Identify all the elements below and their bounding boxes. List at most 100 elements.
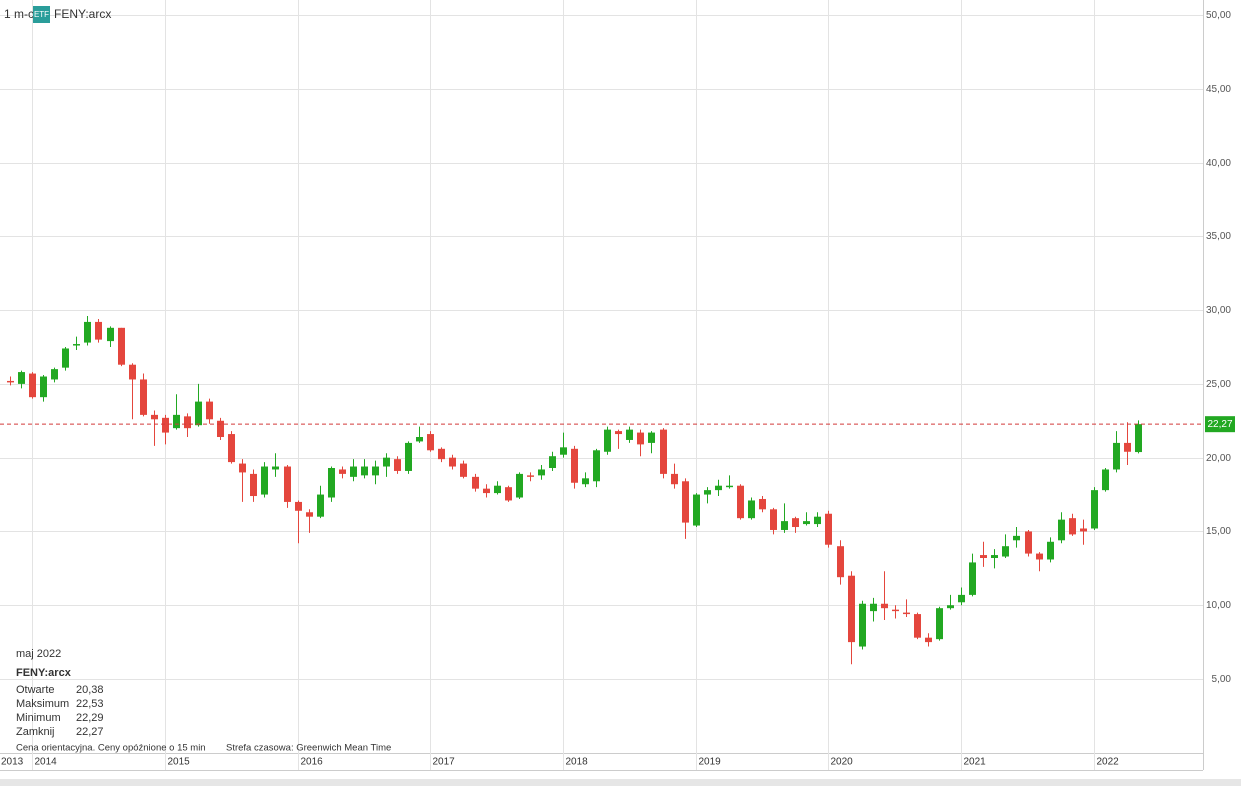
- candle-body: [660, 429, 667, 474]
- candle-body: [118, 327, 125, 365]
- info-label: Maksimum: [16, 698, 69, 710]
- candle-body: [980, 555, 987, 559]
- candle-body: [206, 401, 213, 420]
- candle-body: [881, 603, 888, 609]
- interval: 1 m-c: [4, 7, 34, 21]
- last-price-label: 22,27: [1207, 419, 1232, 430]
- candle-body: [571, 448, 578, 483]
- candle-body: [1058, 519, 1065, 541]
- candle-body: [1102, 469, 1109, 491]
- candle-body: [394, 459, 401, 471]
- info-value: 22,53: [76, 698, 104, 710]
- candle-body: [903, 612, 910, 615]
- candle-body: [837, 546, 844, 578]
- x-tick-label: 2016: [301, 757, 324, 768]
- info-period: maj 2022: [16, 648, 61, 660]
- x-tick-label: 2022: [1097, 757, 1120, 768]
- x-tick-label: 2013: [1, 757, 24, 768]
- y-tick-label: 35,00: [1206, 231, 1231, 242]
- candle-body: [1069, 518, 1076, 535]
- candle-body: [306, 512, 313, 517]
- candle-body: [870, 603, 877, 612]
- info-ticker: FENY:arcx: [16, 667, 72, 679]
- candle-body: [715, 485, 722, 491]
- y-tick-label: 50,00: [1206, 10, 1231, 21]
- x-tick-label: 2014: [35, 757, 58, 768]
- note: Strefa czasowa: Greenwich Mean Time: [226, 743, 391, 754]
- candle-body: [449, 457, 456, 467]
- info-value: 22,29: [76, 712, 104, 724]
- info-label: Zamknij: [16, 726, 55, 738]
- candle-body: [184, 416, 191, 429]
- bottom-bar: [0, 779, 1241, 786]
- candles: [0, 316, 1203, 665]
- candle-body: [759, 498, 766, 510]
- candle-body: [1124, 442, 1131, 452]
- info-value: 22,27: [76, 726, 104, 738]
- info-label: Minimum: [16, 712, 61, 724]
- candle-body: [814, 516, 821, 525]
- y-tick-label: 20,00: [1206, 453, 1231, 464]
- candle-body: [1002, 546, 1009, 557]
- candle-body: [1036, 553, 1043, 560]
- labels: 5,00 10,00 15,00 20,00 25,00 30,00 35,00 40,00 4…: [1, 10, 1235, 768]
- candle-body: [29, 373, 36, 398]
- candle-body: [781, 521, 788, 530]
- candle-body: [239, 463, 246, 473]
- candle-body: [173, 414, 180, 429]
- info-label: Otwarte: [16, 684, 55, 696]
- y-tick-label: 40,00: [1206, 158, 1231, 169]
- x-tick-label: 2021: [964, 757, 987, 768]
- y-tick-label: 30,00: [1206, 305, 1231, 316]
- candle-body: [405, 442, 412, 471]
- candle-body: [217, 420, 224, 438]
- y-tick-label: 10,00: [1206, 600, 1231, 611]
- candle-body: [250, 473, 257, 497]
- candle-body: [892, 609, 899, 612]
- y-tick-label: 5,00: [1212, 674, 1232, 685]
- candle-body: [438, 448, 445, 460]
- candle-body: [416, 437, 423, 442]
- candle-body: [671, 473, 678, 485]
- candle-body: [95, 321, 102, 340]
- candle-body: [40, 376, 47, 398]
- x-tick-label: 2019: [699, 757, 722, 768]
- chart-title: FENY:arcx: [54, 7, 111, 21]
- x-tick-label: 2015: [168, 757, 191, 768]
- candle-body: [84, 321, 91, 343]
- candle-body: [726, 485, 733, 488]
- candle-body: [604, 429, 611, 452]
- candle-body: [925, 637, 932, 643]
- candle-body: [1025, 531, 1032, 554]
- candle-body: [792, 518, 799, 528]
- candle-body: [73, 344, 80, 346]
- candle-body: [505, 487, 512, 501]
- badge-bg: [33, 6, 50, 23]
- candle-body: [803, 521, 810, 525]
- candle-body: [1135, 424, 1142, 453]
- candle-body: [483, 488, 490, 494]
- candle-body: [770, 509, 777, 530]
- candle-body: [637, 432, 644, 445]
- y-tick-label: 45,00: [1206, 84, 1231, 95]
- candle-body: [958, 594, 965, 603]
- note: Cena orientacyjna. Ceny opóźnione o 15 m…: [16, 743, 206, 754]
- candle-body: [129, 364, 136, 380]
- x-tick-label: 2017: [433, 757, 456, 768]
- candle-body: [682, 481, 689, 523]
- candle-body: [626, 429, 633, 440]
- candle-body: [615, 431, 622, 435]
- candle-body: [560, 447, 567, 455]
- candle-body: [350, 466, 357, 477]
- x-tick-label: 2020: [831, 757, 854, 768]
- candle-body: [284, 466, 291, 502]
- candle-body: [272, 466, 279, 470]
- candle-body: [704, 490, 711, 495]
- candle-body: [107, 327, 114, 342]
- candle-body: [1013, 535, 1020, 541]
- candle-body: [51, 369, 58, 380]
- y-tick-label: 15,00: [1206, 526, 1231, 537]
- candle-body: [1113, 442, 1120, 470]
